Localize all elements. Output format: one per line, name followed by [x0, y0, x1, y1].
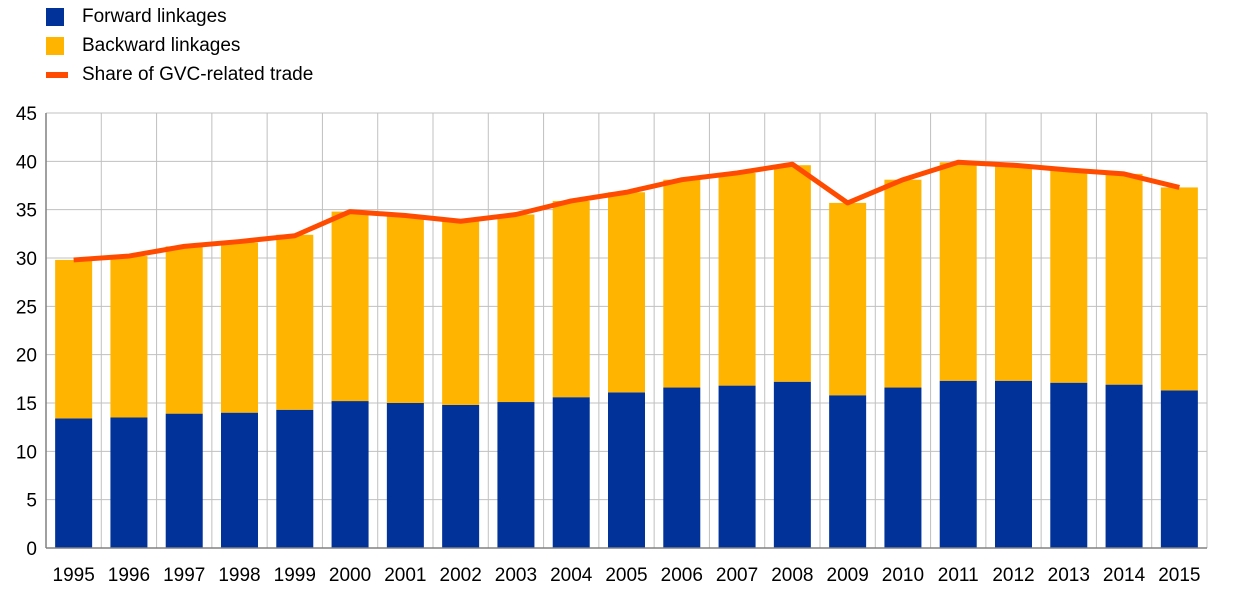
line-layer [73, 159, 1180, 263]
bar-backward-linkages [829, 202, 867, 396]
legend-label-backward-linkages: Backward linkages [82, 34, 241, 56]
x-tick-label: 1995 [53, 565, 95, 586]
legend-item-gvc-share: Share of GVC-related trade [46, 60, 313, 89]
bar-backward-linkages [1050, 170, 1088, 383]
bar-forward-linkages [1105, 384, 1143, 548]
bar-forward-linkages [829, 395, 867, 548]
legend-item-backward-linkages: Backward linkages [46, 31, 313, 60]
bar-backward-linkages [110, 256, 148, 418]
legend-label-forward-linkages: Forward linkages [82, 5, 227, 27]
legend: Forward linkages Backward linkages Share… [46, 2, 313, 89]
y-tick-label: 0 [26, 539, 37, 560]
bar-forward-linkages [442, 404, 480, 548]
y-tick-label: 45 [16, 104, 37, 125]
bar-forward-linkages [1050, 382, 1088, 548]
bar-forward-linkages [608, 392, 645, 548]
bar-forward-linkages [1160, 390, 1198, 548]
axis-layer: 0 5 10 15 20 25 30 35 40 45 1995 1996 1997 1998 1999 20… [16, 104, 1207, 586]
x-tick-label: 2013 [1048, 565, 1090, 586]
bar-backward-linkages [276, 234, 314, 410]
bar-forward-linkages [773, 381, 811, 548]
x-tick-label: 2005 [605, 565, 647, 586]
bar-forward-linkages [386, 403, 424, 548]
y-tick-label: 15 [16, 394, 37, 415]
x-tick-label: 2004 [550, 565, 593, 586]
bar-backward-linkages [608, 192, 645, 393]
bar-backward-linkages [221, 242, 258, 413]
x-tick-label: 1999 [274, 565, 316, 586]
bar-forward-linkages [165, 413, 203, 548]
x-tick-label: 2007 [716, 565, 758, 586]
y-tick-label: 20 [16, 346, 37, 367]
bar-forward-linkages [276, 409, 314, 548]
y-tick-label: 10 [16, 442, 37, 463]
bar-backward-linkages [386, 215, 424, 403]
y-tick-label: 5 [26, 491, 37, 512]
line-gvc-share [73, 159, 1180, 263]
bar-backward-linkages [995, 165, 1032, 381]
bar-forward-linkages [331, 401, 369, 548]
legend-label-gvc-share: Share of GVC-related trade [82, 63, 314, 85]
legend-swatch-gvc-share [46, 71, 68, 78]
bar-backward-linkages [55, 259, 93, 419]
x-tick-label: 2009 [827, 565, 869, 586]
bar-layer [55, 162, 1198, 548]
bar-backward-linkages [773, 165, 811, 382]
y-tick-label: 40 [16, 152, 37, 173]
y-tick-label: 30 [16, 249, 37, 270]
x-tick-label: 2012 [992, 565, 1034, 586]
bar-backward-linkages [165, 246, 203, 414]
bar-backward-linkages [1160, 187, 1198, 391]
bar-backward-linkages [442, 221, 480, 405]
x-tick-label: 2015 [1158, 565, 1200, 586]
bar-backward-linkages [331, 211, 369, 402]
y-tick-label: 25 [16, 297, 37, 318]
bar-backward-linkages [663, 179, 701, 388]
bar-backward-linkages [552, 200, 590, 398]
x-tick-label: 1997 [163, 565, 205, 586]
bar-forward-linkages [995, 380, 1032, 548]
bar-backward-linkages [1105, 173, 1143, 385]
legend-item-forward-linkages: Forward linkages [46, 2, 313, 31]
bar-backward-linkages [939, 162, 977, 381]
bar-forward-linkages [221, 412, 258, 548]
legend-swatch-backward-linkages [46, 36, 64, 55]
x-tick-label: 2014 [1103, 565, 1146, 586]
x-tick-label: 2001 [384, 565, 426, 586]
bar-forward-linkages [55, 418, 93, 548]
bar-forward-linkages [110, 417, 148, 548]
bar-forward-linkages [497, 402, 535, 548]
x-tick-label: 2000 [329, 565, 371, 586]
x-tick-label: 2010 [882, 565, 924, 586]
bar-backward-linkages [718, 172, 756, 386]
x-tick-label: 2003 [495, 565, 537, 586]
bar-forward-linkages [663, 387, 701, 548]
bar-forward-linkages [552, 397, 590, 548]
x-tick-label: 2002 [440, 565, 482, 586]
x-tick-label: 1996 [108, 565, 150, 586]
y-tick-label: 35 [16, 201, 37, 222]
bar-forward-linkages [718, 385, 756, 548]
bar-backward-linkages [497, 214, 535, 403]
x-tick-label: 1998 [218, 565, 260, 586]
x-tick-label: 2008 [771, 565, 813, 586]
x-tick-label: 2011 [938, 565, 979, 586]
bar-forward-linkages [939, 380, 977, 548]
legend-swatch-forward-linkages [46, 7, 64, 26]
x-tick-label: 2006 [661, 565, 703, 586]
bar-backward-linkages [884, 179, 922, 388]
bar-forward-linkages [884, 387, 922, 548]
